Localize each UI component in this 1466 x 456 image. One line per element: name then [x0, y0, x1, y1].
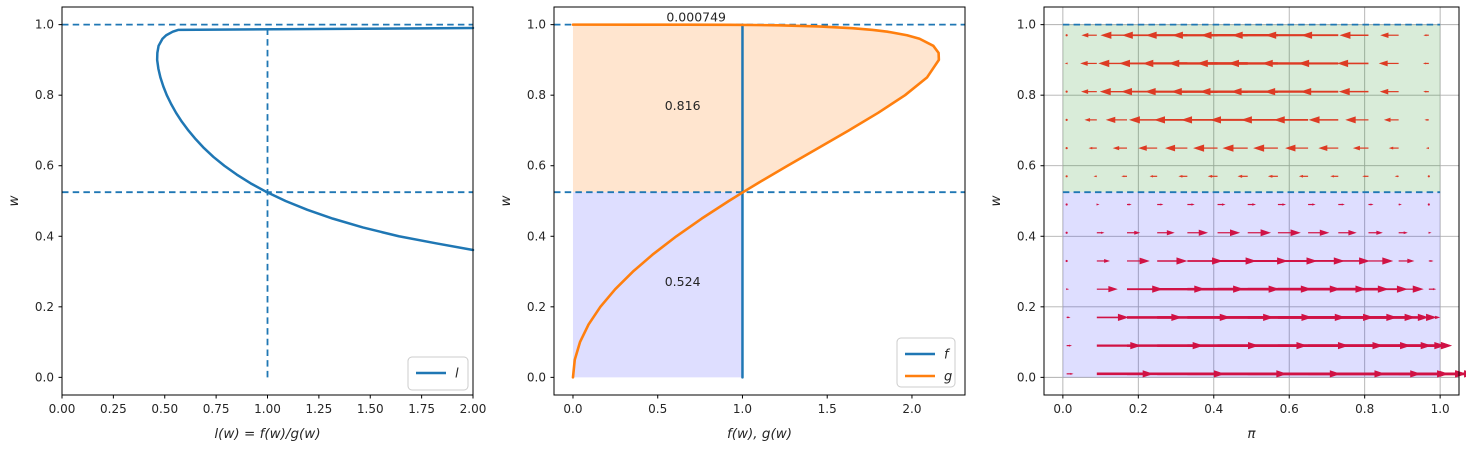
likelihood-ratio-xlabel: l(w) = f(w)/g(w)	[214, 426, 320, 442]
densities-xtick-label: 0.5	[648, 402, 667, 416]
densities-xtick-label: 1.5	[818, 402, 837, 416]
likelihood-ratio-ytick-label: 0.2	[35, 300, 54, 314]
densities-spines	[553, 6, 966, 396]
phase-field-xtick-label: 0.6	[1280, 402, 1299, 416]
likelihood-ratio-xtick-label: 0.25	[100, 402, 127, 416]
phase-field-plot: 0.0 0.2 0.4 0.6 0.8 1.0 0.0 0.2 0.4 0.6 0.8 1.0 π w	[988, 6, 1466, 442]
phase-field-xtick-label: 1.0	[1431, 402, 1450, 416]
densities-xtick-label: 1.0	[733, 402, 752, 416]
likelihood-ratio-ytick-label: 0.0	[35, 370, 54, 384]
phase-field-ytick-label: 0.6	[1017, 159, 1036, 173]
densities-ytick-label: 0.6	[527, 159, 546, 173]
densities-ytick-label: 1.0	[527, 18, 546, 32]
densities-ytick-label: 0.2	[527, 300, 546, 314]
phase-field-ytick-label: 0.4	[1017, 229, 1036, 243]
densities-xlabel: f(w), g(w)	[727, 426, 792, 442]
phase-field-spines	[1043, 6, 1460, 396]
densities-xtick-label: 0.0	[563, 402, 582, 416]
densities-annotation: 0.524	[665, 274, 701, 289]
likelihood-ratio-ytick-label: 0.8	[35, 88, 54, 102]
densities-ytick-label: 0.4	[527, 229, 546, 243]
phase-field-xtick-label: 0.4	[1204, 402, 1223, 416]
densities-annotations: 0.000749 0.816 0.524	[665, 10, 726, 289]
likelihood-ratio-legend-label-l: l	[455, 367, 459, 382]
likelihood-ratio-ylabel: w	[6, 195, 22, 207]
likelihood-ratio-ytick-label: 0.6	[35, 159, 54, 173]
phase-field-xtick-label: 0.8	[1355, 402, 1374, 416]
phase-field-xtick-label: 0.0	[1053, 402, 1072, 416]
densities-annotation: 0.816	[665, 98, 701, 113]
likelihood-ratio-curve-l	[155, 26, 475, 252]
phase-field-ytick-label: 1.0	[1017, 18, 1036, 32]
likelihood-ratio-xtick-label: 1.00	[254, 402, 281, 416]
densities-annotation: 0.000749	[666, 10, 726, 25]
phase-field-fills	[1062, 24, 1441, 378]
likelihood-ratio-xtick-label: 0.00	[49, 402, 76, 416]
likelihood-ratio-xtick-label: 0.75	[203, 402, 230, 416]
densities-curve-g	[571, 23, 941, 379]
densities-ticks: 0.0 0.5 1.0 1.5 2.0 0.0 0.2 0.4 0.6 0.8 1.0	[527, 18, 922, 416]
phase-field-xtick-label: 0.2	[1129, 402, 1148, 416]
likelihood-ratio-xtick-label: 0.50	[151, 402, 178, 416]
densities-xtick-label: 2.0	[902, 402, 921, 416]
phase-field-xlabel: π	[1247, 426, 1256, 442]
densities-legend-label-g: g	[944, 370, 952, 385]
likelihood-ratio-plot: 0.00 0.25 0.50 0.75 1.00 1.25 1.50 1.75 2.00 0.0 0…	[6, 6, 486, 442]
densities-ytick-label: 0.8	[527, 88, 546, 102]
phase-field-ylabel: w	[988, 195, 1004, 207]
phase-field-ytick-label: 0.8	[1017, 88, 1036, 102]
densities-fills	[572, 24, 939, 378]
likelihood-ratio-ytick-label: 1.0	[35, 18, 54, 32]
phase-field-dashed-lines	[1062, 23, 1441, 194]
densities-legend-label-f: f	[944, 348, 951, 363]
phase-field-grid	[1044, 7, 1459, 395]
likelihood-ratio-xtick-label: 2.00	[460, 402, 487, 416]
densities-plot: 0.0 0.5 1.0 1.5 2.0 0.0 0.2 0.4 0.6 0.8 1.0 f(w), g…	[498, 6, 966, 442]
densities-ytick-label: 0.0	[527, 370, 546, 384]
phase-field-ytick-label: 0.0	[1017, 370, 1036, 384]
likelihood-ratio-ytick-label: 0.4	[35, 229, 54, 243]
likelihood-ratio-legend: l	[407, 356, 469, 391]
phase-field-ticks: 0.0 0.2 0.4 0.6 0.8 1.0 0.0 0.2 0.4 0.6 0.8 1.0	[1017, 18, 1450, 416]
likelihood-ratio-xtick-label: 1.75	[408, 402, 435, 416]
densities-legend: fg	[896, 337, 956, 388]
likelihood-ratio-xtick-label: 1.50	[357, 402, 384, 416]
likelihood-ratio-dashed-lines	[62, 23, 473, 378]
phase-field-ytick-label: 0.2	[1017, 300, 1036, 314]
phase-field-quiver	[1064, 31, 1466, 378]
likelihood-ratio-ticks: 0.00 0.25 0.50 0.75 1.00 1.25 1.50 1.75 2.00 0.0 0…	[35, 18, 486, 416]
likelihood-ratio-xtick-label: 1.25	[306, 402, 333, 416]
densities-ylabel: w	[498, 195, 514, 207]
